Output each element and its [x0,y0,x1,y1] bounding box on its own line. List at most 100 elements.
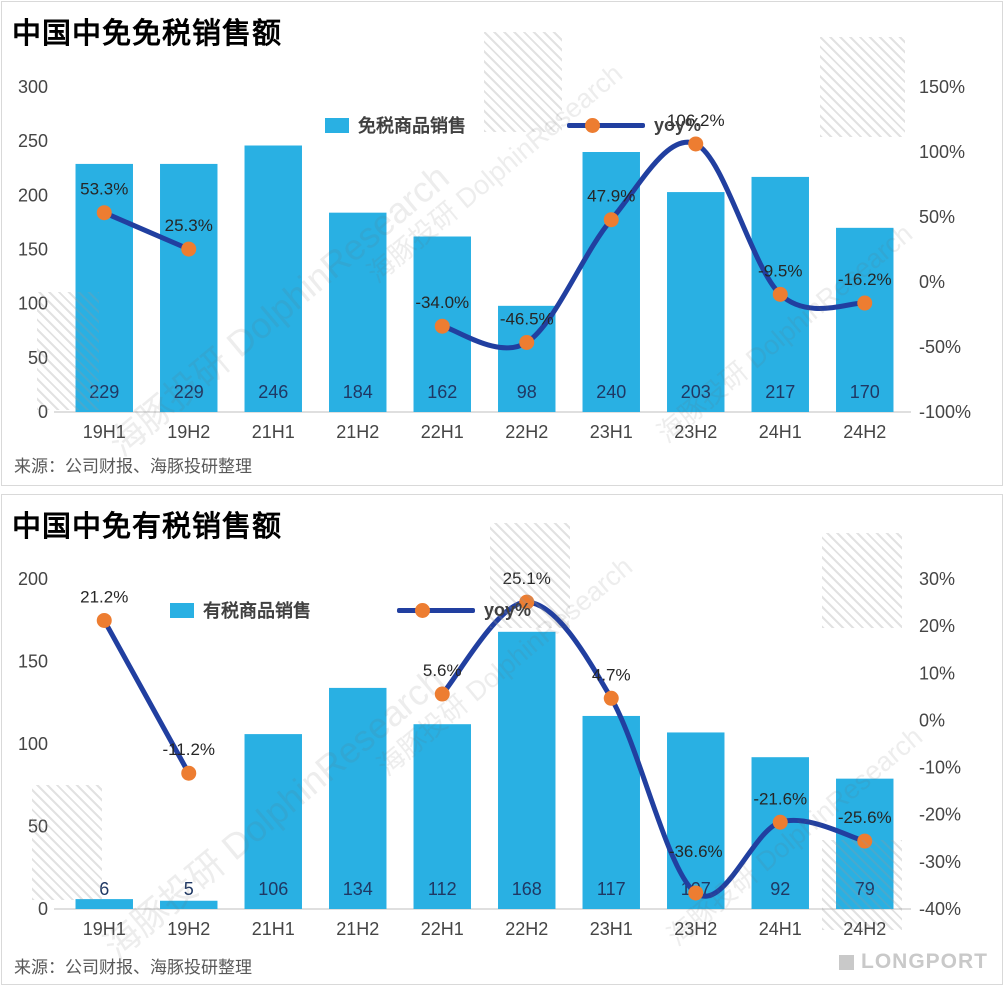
category-label: 24H2 [843,422,886,442]
left-axis-tick: 100 [18,294,48,314]
left-axis-tick: 50 [28,817,48,837]
yoy-marker [434,318,450,334]
category-label: 21H2 [336,422,379,442]
bar-value-label: 92 [770,879,790,899]
bar [244,734,302,909]
right-axis-tick: 50% [919,207,955,227]
bar [75,163,133,412]
yoy-point-label: 25.1% [503,569,551,588]
right-axis-tick: -10% [919,758,961,778]
category-label: 23H1 [590,919,633,939]
bar-value-label: 106 [258,879,288,899]
bar [244,145,302,412]
taxed-chart-panel: 0 50 100 150 200 -40% -30% -20% -10% 0% 10% 20% 30% 6… [1,494,1003,985]
yoy-point-label: -25.6% [838,808,892,827]
yoy-marker [96,612,112,628]
bar-value-label: 112 [428,879,457,899]
chart-title: 中国中免有税销售额 [12,511,283,543]
yoy-point-label: 25.3% [165,216,213,235]
bar-legend-label: 免税商品销售 [358,116,466,136]
bar-value-label: 6 [99,879,109,899]
bar-legend-swatch [170,602,194,618]
yoy-point-label: 21.2% [80,587,128,606]
bar [413,724,471,909]
yoy-point-label: -36.6% [669,842,723,861]
right-axis-tick: 30% [919,569,955,589]
bar-value-label: 229 [89,382,119,402]
left-axis-tick: 300 [18,77,48,97]
category-label: 19H2 [167,919,210,939]
yoy-point-label: 106.2% [667,111,725,130]
bar-legend: 免税商品销售 [325,116,466,136]
longport-logo-text: LONGPORT [861,950,988,973]
longport-logo-icon [839,954,854,970]
category-label: 22H2 [505,919,548,939]
category-label: 24H2 [843,919,886,939]
yoy-point-label: 4.7% [592,665,631,684]
marker-icon [415,602,430,618]
right-axis-tick: 150% [919,77,965,97]
yoy-point-label: -46.5% [500,309,554,328]
right-axis-tick: -100% [919,402,971,422]
bar-value-label: 240 [596,382,626,402]
yoy-point-label: -16.2% [838,270,892,289]
yoy-marker [688,136,704,152]
left-axis-tick: 150 [18,240,48,260]
chart-title: 中国中免免税销售额 [12,18,283,50]
left-axis-tick: 150 [18,652,48,672]
bar [75,899,133,909]
yoy-point-label: -11.2% [162,740,215,759]
category-label: 23H2 [674,422,717,442]
bar-value-label: 5 [184,879,194,899]
yoy-marker [181,241,197,257]
bar-value-label: 217 [765,382,795,402]
yoy-marker [519,594,535,610]
left-axis-tick: 200 [18,185,48,205]
yoy-marker [772,814,788,830]
right-axis-tick: 20% [919,616,955,636]
longport-logo: LONGPORT [839,950,988,974]
yoy-point-label: -34.0% [415,293,469,312]
bar-value-label: 168 [512,879,542,899]
right-axis-tick: 0% [919,710,945,730]
yoy-marker [519,334,535,350]
line-legend-sample [397,602,475,618]
yoy-marker [434,686,450,702]
bar-value-label: 170 [850,382,880,402]
source-note: 来源：公司财报、海豚投研整理 [14,958,252,977]
yoy-marker [688,885,704,901]
yoy-point-label: -9.5% [758,261,802,280]
yoy-point-label: 53.3% [80,180,128,199]
right-axis-tick: 0% [919,272,945,292]
left-axis-tick: 100 [18,734,48,754]
right-axis-tick: -50% [919,337,961,357]
bar [498,631,556,909]
bar [160,900,218,909]
category-label: 19H1 [83,919,126,939]
duty-free-chart-canvas: 0 50 100 150 200 250 300 -100% -50% 0% 50% 100% 150%… [18,77,971,442]
marker-icon [585,117,600,133]
bar-legend: 有税商品销售 [170,601,311,621]
yoy-marker [772,286,788,302]
bar-value-label: 184 [343,382,373,402]
bar [160,163,218,412]
category-label: 19H2 [167,422,210,442]
left-axis-tick: 250 [18,131,48,151]
bar-value-label: 134 [343,879,373,899]
category-label: 24H1 [759,422,802,442]
left-axis-tick: 200 [18,569,48,589]
line-legend-label: yoy% [654,114,702,135]
bar [667,192,725,412]
yoy-marker [603,690,619,706]
right-axis-tick: -40% [919,899,961,919]
category-label: 21H1 [252,919,295,939]
duty-free-chart-panel: 0 50 100 150 200 250 300 -100% -50% 0% 50% 100% 150%… [1,1,1003,486]
line-legend-label: yoy% [484,599,532,620]
source-note: 来源：公司财报、海豚投研整理 [14,457,252,476]
bar-value-label: 229 [174,382,204,402]
category-label: 24H1 [759,919,802,939]
left-axis-tick: 50 [28,348,48,368]
right-axis-tick: 10% [919,663,955,683]
yoy-point-label: -21.6% [753,789,807,808]
yoy-marker [857,833,873,849]
